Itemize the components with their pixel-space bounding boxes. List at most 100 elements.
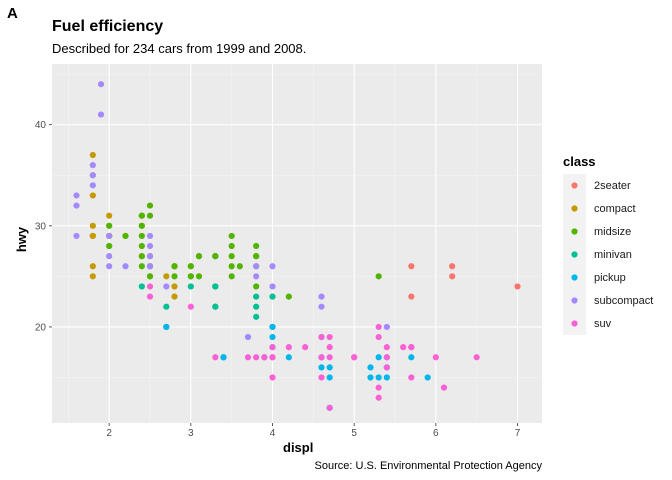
legend-label-subcompact: subcompact [594, 295, 653, 307]
data-point-subcompact [89, 182, 96, 189]
x-tick-label: 4 [270, 428, 276, 439]
data-point-compact [163, 273, 170, 280]
x-tick-label: 6 [433, 428, 439, 439]
data-point-suv [408, 374, 415, 381]
legend-label-suv: suv [594, 318, 612, 330]
data-point-midsize [106, 242, 113, 250]
legend: class 2seater compact midsize minivan pickup s… [563, 154, 653, 335]
legend-marker-2seater [571, 182, 578, 189]
data-point-midsize [228, 232, 235, 240]
x-tick-label: 3 [188, 428, 194, 439]
y-tick-label: 20 [35, 322, 47, 333]
data-point-pickup [367, 374, 374, 381]
data-point-subcompact [383, 323, 390, 331]
legend-label-2seater: 2seater [594, 180, 631, 192]
data-point-suv [473, 354, 480, 361]
x-axis-label: displ [283, 440, 314, 455]
data-point-suv [318, 333, 325, 341]
data-point-midsize [236, 263, 243, 270]
data-point-suv [375, 394, 382, 401]
data-point-compact [106, 212, 113, 219]
legend-title: class [563, 154, 596, 169]
chart-caption: Source: U.S. Environmental Protection Ag… [314, 460, 542, 472]
data-point-midsize [228, 253, 235, 260]
data-point-subcompact [97, 111, 105, 118]
data-point-midsize [122, 232, 129, 240]
data-point-suv [146, 293, 154, 300]
data-point-midsize [138, 242, 145, 250]
data-point-midsize [253, 283, 260, 290]
data-point-suv [326, 344, 333, 351]
data-point-suv [261, 354, 268, 361]
data-point-suv [285, 344, 292, 351]
data-point-minivan [138, 283, 145, 290]
data-point-subcompact [73, 192, 80, 199]
data-point-pickup [163, 323, 170, 331]
legend-label-minivan: minivan [594, 249, 632, 261]
data-point-midsize [106, 222, 113, 229]
legend-marker-subcompact [571, 297, 578, 304]
data-point-suv [318, 354, 325, 361]
legend-marker-suv [571, 320, 578, 327]
data-point-pickup [424, 374, 431, 381]
data-point-pickup [269, 333, 276, 341]
data-point-suv [326, 404, 333, 411]
data-point-midsize [195, 253, 203, 260]
data-point-2seater [408, 293, 415, 300]
data-point-suv [400, 344, 407, 351]
data-point-suv [326, 354, 333, 361]
data-point-pickup [383, 374, 390, 381]
data-point-compact [89, 192, 96, 199]
data-point-pickup [269, 323, 276, 331]
data-point-midsize [138, 232, 145, 240]
data-point-midsize [146, 202, 154, 209]
data-point-minivan [163, 303, 170, 310]
chart-subtitle: Described for 234 cars from 1999 and 200… [52, 41, 307, 56]
plot-panel [52, 64, 542, 423]
chart-title: Fuel efficiency [52, 18, 164, 35]
data-point-suv [146, 283, 154, 290]
data-point-pickup [326, 364, 333, 371]
data-point-subcompact [244, 333, 252, 341]
data-point-midsize [171, 273, 178, 280]
data-point-compact [89, 151, 96, 159]
data-point-midsize [228, 242, 235, 250]
data-point-subcompact [106, 263, 113, 270]
data-point-midsize [146, 273, 154, 280]
data-point-midsize [375, 273, 382, 280]
data-point-pickup [408, 354, 415, 361]
x-tick-label: 2 [106, 428, 112, 439]
data-point-minivan [212, 303, 219, 310]
data-point-minivan [269, 293, 276, 300]
data-point-suv [383, 344, 390, 351]
data-point-subcompact [146, 253, 154, 260]
data-point-suv [269, 344, 276, 351]
legend-label-pickup: pickup [594, 272, 626, 284]
data-point-suv [375, 384, 382, 391]
y-tick-label: 40 [35, 120, 47, 131]
data-point-compact [89, 273, 96, 280]
data-point-subcompact [253, 263, 260, 270]
data-point-subcompact [106, 232, 113, 240]
data-point-midsize [253, 253, 260, 260]
data-point-suv [212, 354, 219, 361]
data-point-midsize [228, 273, 235, 280]
data-point-suv [187, 303, 194, 310]
data-point-midsize [138, 263, 145, 270]
data-point-subcompact [163, 283, 170, 290]
data-point-midsize [138, 212, 145, 219]
legend-label-compact: compact [594, 203, 636, 215]
data-point-suv [375, 333, 382, 341]
data-point-pickup [375, 354, 382, 361]
data-point-suv [326, 333, 333, 341]
figure-tag: A [7, 5, 18, 22]
data-point-midsize [187, 273, 194, 280]
data-point-pickup [367, 364, 374, 371]
legend-label-midsize: midsize [594, 226, 631, 238]
data-point-compact [89, 222, 96, 229]
data-point-suv [432, 354, 439, 361]
data-point-suv [269, 374, 276, 381]
data-points [73, 81, 521, 411]
data-point-suv [269, 354, 276, 361]
data-point-pickup [220, 354, 227, 361]
